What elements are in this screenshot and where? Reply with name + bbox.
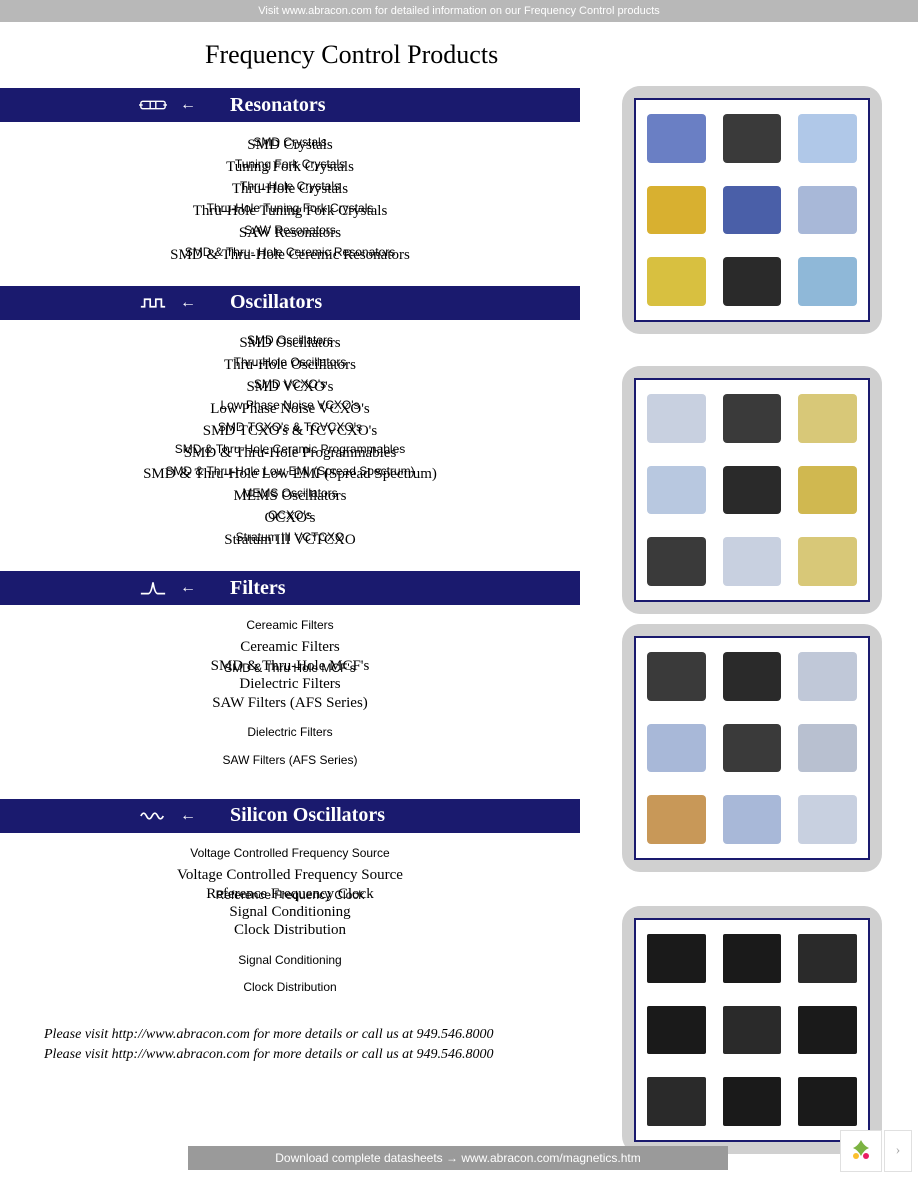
list-item: Cereamic Filters [0, 638, 580, 657]
section-header: ← Silicon Oscillators [0, 799, 580, 833]
top-banner: Visit www.abracon.com for detailed infor… [0, 0, 918, 22]
section-title: Oscillators [230, 291, 322, 314]
list-item: Signal Conditioning [0, 903, 580, 922]
section-resonators: ← Resonators SMD CrystalsSMD CrystalsTunin… [0, 88, 918, 278]
list-item: Voltage Controlled Frequency Source [0, 847, 580, 860]
arrow-left-icon: ← [180, 294, 210, 312]
list-item: SMD Crystals [0, 136, 580, 155]
list-item: Thru-Hole Crystals [0, 180, 580, 199]
section-header: ← Oscillators [0, 286, 580, 320]
corner-widget: › [840, 1130, 912, 1172]
list-item: SAW Resonators [0, 224, 580, 243]
list-item: Reference Frequency Clock [0, 889, 580, 902]
list-item: SMD & Thru Hole MCF's [0, 662, 580, 675]
section-header: ← Resonators [0, 88, 580, 122]
list-item: SMD & Thru-Hole Ceremic Resonators [0, 246, 580, 265]
list-item: SMD Oscillators [0, 334, 580, 353]
section-icon [130, 571, 176, 605]
section-silicon-oscillators: ← Silicon Oscillators Voltage Controlled F… [0, 799, 918, 1019]
bottom-banner: Download complete datasheets → www.abrac… [188, 1146, 728, 1170]
section-icon [130, 286, 176, 320]
corner-logo-icon[interactable] [840, 1130, 882, 1172]
page-title: Frequency Control Products [205, 40, 918, 70]
section-title: Filters [230, 577, 286, 600]
list-item: Tuning Fork Crystals [0, 158, 580, 177]
list-item: SMD TCXO's & TCVCXO's [0, 422, 580, 441]
component-thumbnail [640, 1067, 713, 1136]
next-page-button[interactable]: › [884, 1130, 912, 1172]
list-item: SMD & Thru-Hole Low EMI (Spread Spectrum… [0, 465, 580, 484]
arrow-left-icon: ← [180, 579, 210, 597]
list-item: SMD VCXO's [0, 378, 580, 397]
list-item: Signal Conditioning [0, 954, 580, 967]
list-item: Clock Distribution [0, 921, 580, 940]
section-icon [130, 799, 176, 833]
component-thumbnail [791, 1067, 864, 1136]
list-item: Dielectric Filters [0, 726, 580, 739]
list-item: MEMS Oscillators [0, 487, 580, 506]
list-item: SAW Filters (AFS Series) [0, 694, 580, 713]
list-item: SAW Filters (AFS Series) [0, 754, 580, 767]
items-list: SMD OscillatorsSMD OscillatorsThru-Hole … [0, 320, 580, 563]
section-title: Resonators [230, 94, 326, 117]
list-item: Thru-Hole Oscillators [0, 356, 580, 375]
arrow-left-icon: ← [180, 807, 210, 825]
component-thumbnail [715, 1067, 788, 1136]
list-item: Thru-Hole Tuning Fork Crystals [0, 202, 580, 221]
list-item: Cereamic Filters [0, 619, 580, 632]
items-list: Cereamic Filters Cereamic Filters SMD & Th… [0, 605, 580, 791]
list-item: Voltage Controlled Frequency Source [0, 866, 580, 885]
list-item: Clock Distribution [0, 981, 580, 994]
list-item: Low Phase Noise VCXO's [0, 400, 580, 419]
section-oscillators: ← Oscillators SMD OscillatorsSMD Oscillato… [0, 286, 918, 563]
items-list: Voltage Controlled Frequency Source Volta… [0, 833, 580, 1019]
section-title: Silicon Oscillators [230, 804, 385, 827]
items-list: SMD CrystalsSMD CrystalsTuning Fork Crys… [0, 122, 580, 278]
list-item: Stratum III VCTCXO [0, 531, 580, 550]
list-item: Dielectric Filters [0, 675, 580, 694]
list-item: OCXO's [0, 509, 580, 528]
section-icon [130, 88, 176, 122]
list-item: SMD & Thru-Hole Programmables [0, 444, 580, 463]
section-filters: ←FiltersCereamic FiltersCereamic Filters… [0, 571, 918, 791]
section-header: ← Filters [0, 571, 580, 605]
arrow-left-icon: ← [180, 96, 210, 114]
